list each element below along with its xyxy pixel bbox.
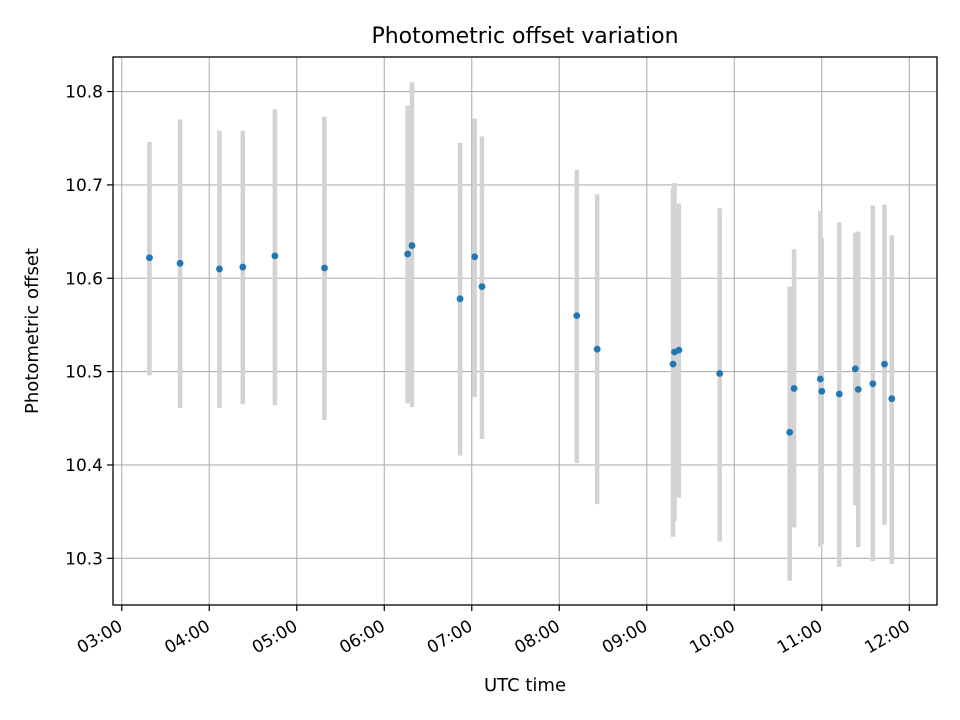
- data-point: [593, 345, 601, 353]
- data-point: [851, 365, 859, 373]
- y-tick-label: 10.7: [65, 176, 103, 196]
- data-point: [456, 295, 464, 303]
- data-points: [146, 242, 896, 436]
- data-point: [786, 428, 794, 436]
- data-point: [321, 264, 328, 272]
- data-point: [790, 385, 798, 392]
- plot-frame: [112, 56, 938, 606]
- data-point: [675, 346, 683, 354]
- y-axis-label: Photometric offset: [22, 248, 43, 414]
- data-point: [271, 252, 279, 260]
- grid: [113, 57, 937, 605]
- data-point: [816, 375, 824, 383]
- data-point: [716, 370, 724, 377]
- data-point: [854, 385, 862, 393]
- data-point: [835, 390, 843, 398]
- data-point: [818, 387, 826, 395]
- y-tick-label: 10.3: [65, 549, 103, 569]
- y-tick-label: 10.4: [65, 456, 103, 476]
- data-point: [146, 254, 153, 262]
- data-point: [888, 395, 896, 403]
- data-point: [216, 265, 223, 273]
- chart-title: Photometric offset variation: [371, 24, 678, 49]
- data-point: [239, 263, 247, 271]
- data-point: [869, 380, 877, 388]
- y-tick-label: 10.6: [65, 269, 103, 289]
- data-point: [573, 312, 581, 319]
- x-axis-label: UTC time: [484, 675, 566, 696]
- data-point: [471, 253, 479, 261]
- data-point: [408, 242, 416, 249]
- data-point: [404, 250, 411, 258]
- y-tick-label: 10.5: [65, 363, 103, 383]
- data-point: [478, 283, 486, 291]
- data-point: [881, 360, 888, 368]
- data-point: [176, 259, 184, 267]
- data-point: [669, 360, 677, 368]
- y-tick-label: 10.8: [65, 83, 103, 103]
